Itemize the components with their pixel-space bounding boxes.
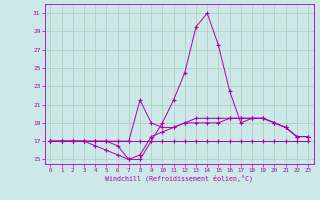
X-axis label: Windchill (Refroidissement éolien,°C): Windchill (Refroidissement éolien,°C) [105,175,253,182]
